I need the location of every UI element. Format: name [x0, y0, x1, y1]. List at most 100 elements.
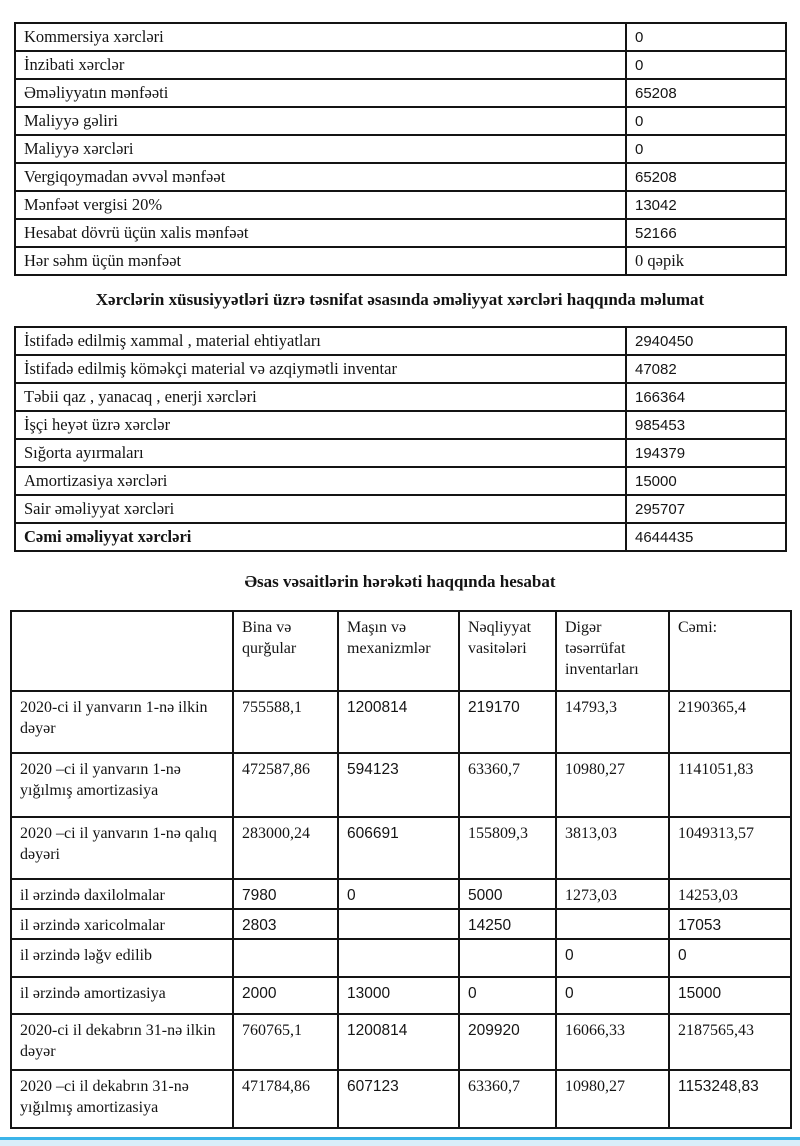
column-header: Nəqliyyat vasitələri: [458, 610, 557, 692]
row-value: 0: [625, 106, 787, 136]
row-label: İşçi heyət üzrə xərclər: [14, 410, 627, 440]
row-label: 2020 –ci il yanvarın 1-nə yığılmış amort…: [10, 752, 234, 818]
row-label: İstifadə edilmiş köməkçi material və azq…: [14, 354, 627, 384]
cell-value: 10980,27: [555, 752, 670, 818]
cell-value: 63360,7: [458, 752, 557, 818]
row-value: 65208: [625, 78, 787, 108]
table-row: Kommersiya xərcləri 0: [14, 22, 787, 52]
cell-value: 7980: [232, 878, 339, 910]
row-label: 2020 –ci il dekabrın 31-nə yığılmış amor…: [10, 1069, 234, 1129]
row-value: 65208: [625, 162, 787, 192]
cell-value: [337, 908, 460, 940]
row-value: 52166: [625, 218, 787, 248]
table-row: Amortizasiya xərcləri 15000: [14, 466, 787, 496]
row-label: Hər səhm üçün mənfəət: [14, 246, 627, 276]
cell-value: 2190365,4: [668, 690, 792, 754]
row-label: il ərzində xaricolmalar: [10, 908, 234, 940]
cell-value: [458, 938, 557, 978]
row-value: 0 qəpik: [625, 246, 787, 276]
row-label: il ərzində amortizasiya: [10, 976, 234, 1015]
row-label: 2020-ci il dekabrın 31-nə ilkin dəyər: [10, 1013, 234, 1071]
cell-value: 209920: [458, 1013, 557, 1071]
table-row: 2020 –ci il yanvarın 1-nə yığılmış amort…: [10, 752, 792, 818]
table-row: Cəmi əməliyyat xərcləri 4644435: [14, 522, 787, 552]
row-value: 13042: [625, 190, 787, 220]
row-label: Sığorta ayırmaları: [14, 438, 627, 468]
row-value: 0: [625, 50, 787, 80]
cell-value: 2000: [232, 976, 339, 1015]
cell-value: 17053: [668, 908, 792, 940]
table-row: 2020-ci il yanvarın 1-nə ilkin dəyər 755…: [10, 690, 792, 754]
cell-value: 16066,33: [555, 1013, 670, 1071]
cell-value: 472587,86: [232, 752, 339, 818]
table-row: Mənfəət vergisi 20% 13042: [14, 190, 787, 220]
table-row: 2020 –ci il yanvarın 1-nə qalıq dəyəri 2…: [10, 816, 792, 880]
row-value: 985453: [625, 410, 787, 440]
row-label: il ərzində ləğv edilib: [10, 938, 234, 978]
section-title-fixed-assets: Əsas vəsaitlərin hərəkəti haqqında hesab…: [244, 572, 556, 591]
cell-value: 1049313,57: [668, 816, 792, 880]
column-header: Bina və qurğular: [232, 610, 339, 692]
cell-value: 471784,86: [232, 1069, 339, 1129]
table-row: il ərzində amortizasiya 2000 13000 0 0 1…: [10, 976, 792, 1015]
cell-value: 1141051,83: [668, 752, 792, 818]
cell-value: 1273,03: [555, 878, 670, 910]
corner-cell: [10, 610, 234, 692]
row-label: Maliyyə xərcləri: [14, 134, 627, 164]
cell-value: 760765,1: [232, 1013, 339, 1071]
row-value: 295707: [625, 494, 787, 524]
cell-value: 219170: [458, 690, 557, 754]
cell-value: 2803: [232, 908, 339, 940]
table-row: 2020-ci il dekabrın 31-nə ilkin dəyər 76…: [10, 1013, 792, 1071]
cell-value: 607123: [337, 1069, 460, 1129]
row-value: 166364: [625, 382, 787, 412]
table-row: Hesabat dövrü üçün xalis mənfəət 52166: [14, 218, 787, 248]
row-label: Hesabat dövrü üçün xalis mənfəət: [14, 218, 627, 248]
cell-value: 0: [337, 878, 460, 910]
cell-value: 606691: [337, 816, 460, 880]
row-label: Təbii qaz , yanacaq , enerji xərcləri: [14, 382, 627, 412]
cell-value: 155809,3: [458, 816, 557, 880]
table-row: Sair əməliyyat xərcləri 295707: [14, 494, 787, 524]
table-row: il ərzində xaricolmalar 2803 14250 17053: [10, 908, 792, 940]
cell-value: [555, 908, 670, 940]
table-row: Sığorta ayırmaları 194379: [14, 438, 787, 468]
profit-loss-table: Kommersiya xərcləri 0 İnzibati xərclər 0…: [14, 22, 787, 276]
cell-value: 63360,7: [458, 1069, 557, 1129]
table-row: il ərzində daxilolmalar 7980 0 5000 1273…: [10, 878, 792, 910]
row-label: Kommersiya xərcləri: [14, 22, 627, 52]
cell-value: 14793,3: [555, 690, 670, 754]
operating-expenses-table: İstifadə edilmiş xammal , material ehtiy…: [14, 326, 787, 552]
row-label: Cəmi əməliyyat xərcləri: [14, 522, 627, 552]
row-label: Amortizasiya xərcləri: [14, 466, 627, 496]
row-label: Vergiqoymadan əvvəl mənfəət: [14, 162, 627, 192]
table-row: 2020 –ci il dekabrın 31-nə yığılmış amor…: [10, 1069, 792, 1129]
row-label: 2020-ci il yanvarın 1-nə ilkin dəyər: [10, 690, 234, 754]
table-row: Təbii qaz , yanacaq , enerji xərcləri 16…: [14, 382, 787, 412]
cell-value: [337, 938, 460, 978]
cell-value: [232, 938, 339, 978]
cell-value: 13000: [337, 976, 460, 1015]
row-value: 2940450: [625, 326, 787, 356]
table-row: il ərzində ləğv edilib 0 0: [10, 938, 792, 978]
cell-value: 0: [555, 938, 670, 978]
column-header: Digər təsərrüfat inventarları: [555, 610, 670, 692]
table-row: Əməliyyatın mənfəəti 65208: [14, 78, 787, 108]
cell-value: 0: [668, 938, 792, 978]
table-row: İşçi heyət üzrə xərclər 985453: [14, 410, 787, 440]
row-value: 194379: [625, 438, 787, 468]
cell-value: 2187565,43: [668, 1013, 792, 1071]
table-row: İnzibati xərclər 0: [14, 50, 787, 80]
row-label: Sair əməliyyat xərcləri: [14, 494, 627, 524]
row-value: 15000: [625, 466, 787, 496]
row-label: il ərzində daxilolmalar: [10, 878, 234, 910]
cell-value: 10980,27: [555, 1069, 670, 1129]
table-row: Vergiqoymadan əvvəl mənfəət 65208: [14, 162, 787, 192]
row-label: Mənfəət vergisi 20%: [14, 190, 627, 220]
cell-value: 5000: [458, 878, 557, 910]
cell-value: 1200814: [337, 690, 460, 754]
cell-value: 14250: [458, 908, 557, 940]
fixed-assets-table: Bina və qurğular Maşın və mexanizmlər Nə…: [10, 610, 792, 1129]
cell-value: 3813,03: [555, 816, 670, 880]
